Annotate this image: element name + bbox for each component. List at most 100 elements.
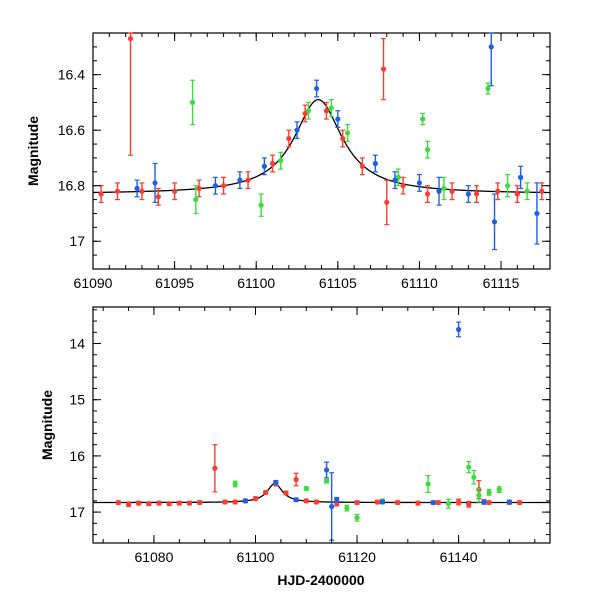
top-model-curve [92,98,551,194]
red-data-point [263,489,269,496]
blue-data-point [372,160,378,167]
red-data-point [449,188,455,194]
red-data-point [232,499,238,505]
blue-data-point [273,479,279,485]
green-data-point [344,505,350,511]
red-data-point [222,499,228,505]
red-data-point [286,135,292,142]
blue-data-point [314,85,320,92]
green-data-point [486,489,492,496]
red-data-point [514,191,520,197]
y-tick-label: 17 [69,504,85,520]
x-tick-label: 61140 [440,549,478,565]
red-data-point [359,163,365,169]
bottom-x-axis-title: HJD-2400000 [277,572,364,588]
blue-data-point [152,180,158,186]
red-data-point [245,177,251,183]
red-data-point [293,476,299,483]
model-curve-line [92,98,551,194]
green-data-point [258,202,264,208]
blue-data-point [436,188,442,194]
green-data-point [424,147,431,153]
y-tick-label: 16.8 [58,178,85,194]
blue-data-point [261,163,267,169]
green-data-point [193,196,199,203]
red-data-point [340,135,346,142]
red-data-point [212,465,218,471]
y-tick-label: 16 [69,448,85,464]
green-data-point [425,481,431,487]
bottom-data-points [115,321,523,541]
x-tick-label: 61120 [338,549,376,565]
x-tick-label: 61090 [74,275,113,291]
y-tick-label: 16.4 [58,67,85,83]
red-data-point [125,501,132,507]
top-data-points [98,32,545,251]
blue-data-point [293,497,299,503]
green-data-point [471,474,477,480]
blue-data-point [134,185,140,192]
green-data-point [323,478,330,484]
green-data-point [476,492,482,498]
x-tick-label: 61105 [319,275,357,291]
red-data-point [176,500,182,506]
red-data-point [197,499,203,506]
blue-data-point [534,210,540,217]
red-data-point [466,501,472,507]
blue-data-point [329,503,335,510]
bottom-y-axis-title: Magnitude [39,390,55,460]
x-tick-label: 61110 [401,275,438,291]
green-data-point [305,108,312,114]
top-panel-frame [92,32,551,270]
green-data-point [232,481,238,487]
green-data-point [278,158,284,164]
x-tick-label: 61100 [237,549,275,565]
red-data-point [166,501,172,507]
red-data-point [415,500,421,506]
green-data-point [345,130,351,136]
x-tick-label: 61095 [155,275,194,291]
red-data-point [473,191,480,197]
red-data-point [196,185,202,192]
y-tick-label: 17 [69,233,85,249]
red-data-point [139,188,145,194]
blue-data-point [242,498,248,504]
top-panel: 61090 61095 61100 61105 61110 61115 16.4 16.6 16… [25,32,551,291]
red-data-point [400,183,406,189]
bottom-panel-frame [92,306,551,544]
blue-data-point [465,191,471,197]
x-tick-label: 61115 [483,275,520,291]
green-data-point [441,185,447,192]
y-tick-label: 15 [69,392,85,408]
blue-data-point [294,127,300,133]
green-data-point [485,85,491,92]
green-data-point [445,501,452,507]
blue-data-point [430,499,436,506]
red-data-point [283,490,289,496]
bottom-panel: 61080 61100 61120 61140 14 15 16 17 Magnitude H… [39,306,551,588]
blue-data-point [491,219,498,225]
red-data-point [380,66,387,72]
red-data-point [456,499,462,505]
green-data-point [524,188,530,194]
red-data-point [395,499,401,506]
blue-data-point [481,499,487,505]
blue-data-point [335,116,341,122]
red-data-point [313,499,320,505]
red-data-point [354,499,360,506]
red-data-point [186,500,193,506]
red-data-point [435,499,441,506]
red-data-point [495,188,501,194]
red-data-point [424,191,431,197]
green-data-point [328,105,334,111]
blue-data-point [488,44,494,50]
red-data-point [136,500,142,506]
green-data-point [496,487,502,493]
green-data-point [354,515,360,521]
model-curve-line [93,482,550,504]
blue-data-point [323,467,330,473]
bottom-axis-ticks: 61080 61100 61120 61140 14 15 16 17 [69,307,550,565]
red-data-point [172,188,178,194]
blue-data-point [237,177,243,183]
